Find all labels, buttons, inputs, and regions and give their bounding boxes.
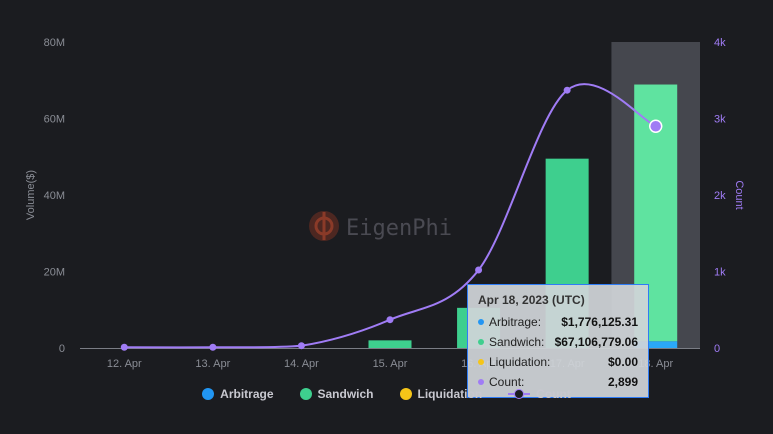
x-tick-label: 12. Apr: [107, 358, 142, 370]
count-point: [297, 342, 305, 350]
legend-label: Count: [536, 387, 571, 401]
count-point-active: [648, 119, 663, 133]
y-axis-title-right: Count: [733, 180, 745, 209]
tooltip-value: $1,776,125.31: [561, 315, 638, 329]
tooltip-row-liquidation: Liquidation: $0.00: [478, 352, 638, 372]
count-point: [563, 86, 571, 94]
count-point: [120, 343, 128, 351]
count-point: [386, 316, 394, 324]
x-tick-label: 15. Apr: [373, 358, 408, 370]
y-axis-title-left: Volume($): [25, 170, 37, 220]
legend-label: Liquidation: [417, 387, 483, 401]
y-tick-label-right: 4k: [714, 37, 726, 49]
y-tick-label-left: 60M: [44, 114, 65, 126]
legend-label: Arbitrage: [220, 387, 274, 401]
count-point: [475, 266, 483, 274]
legend-label: Sandwich: [317, 387, 374, 401]
tooltip-row-count: Count: 2,899: [478, 372, 638, 392]
liquidation-legend-icon: [399, 388, 412, 400]
tooltip-label: Arbitrage:: [489, 315, 542, 329]
x-tick-label: 14. Apr: [284, 358, 319, 370]
arbitrage-dot-icon: [478, 319, 484, 325]
tooltip-label: Count:: [489, 375, 525, 389]
y-tick-label-left: 20M: [44, 267, 65, 279]
legend-item-sandwich[interactable]: Sandwich: [299, 385, 374, 403]
tooltip-value: $0.00: [607, 355, 638, 369]
count-dot-icon: [478, 379, 484, 385]
y-tick-label-right: 3k: [714, 114, 726, 126]
legend-item-liquidation[interactable]: Liquidation: [399, 385, 483, 403]
y-tick-label-left: 80M: [44, 37, 65, 49]
tooltip-label: Liquidation:: [489, 355, 551, 369]
tooltip-label: Sandwich:: [489, 335, 545, 349]
tooltip-row-arbitrage: Arbitrage: $1,776,125.31: [478, 312, 638, 332]
count-point: [209, 343, 217, 351]
sandwich-dot-icon: [478, 339, 484, 345]
tooltip: Apr 18, 2023 (UTC) Arbitrage: $1,776,125…: [467, 284, 649, 398]
liquidation-dot-icon: [478, 359, 484, 365]
watermark-logo: [309, 211, 339, 241]
legend-item-count[interactable]: Count: [508, 385, 571, 403]
arbitrage-legend-icon: [202, 388, 215, 400]
tooltip-title: Apr 18, 2023 (UTC): [478, 293, 585, 307]
legend: Arbitrage Sandwich Liquidation Count: [0, 385, 773, 403]
y-tick-label-left: 0: [59, 343, 65, 355]
tooltip-value: $67,106,779.06: [554, 335, 638, 349]
legend-item-arbitrage[interactable]: Arbitrage: [202, 385, 274, 403]
bar-arbitrage: [634, 341, 678, 348]
y-tick-label-right: 0: [714, 343, 720, 355]
y-tick-label-right: 2k: [714, 190, 726, 202]
count-legend-icon: [508, 388, 531, 400]
sandwich-legend-icon: [299, 388, 312, 400]
y-tick-label-right: 1k: [714, 267, 726, 279]
bar-sandwich: [368, 340, 412, 348]
y-tick-label-left: 40M: [44, 190, 65, 202]
tooltip-row-sandwich: Sandwich: $67,106,779.06: [478, 332, 638, 352]
tooltip-value: 2,899: [607, 375, 638, 389]
x-tick-label: 13. Apr: [195, 358, 230, 370]
watermark-text: EigenPhi: [346, 216, 452, 241]
